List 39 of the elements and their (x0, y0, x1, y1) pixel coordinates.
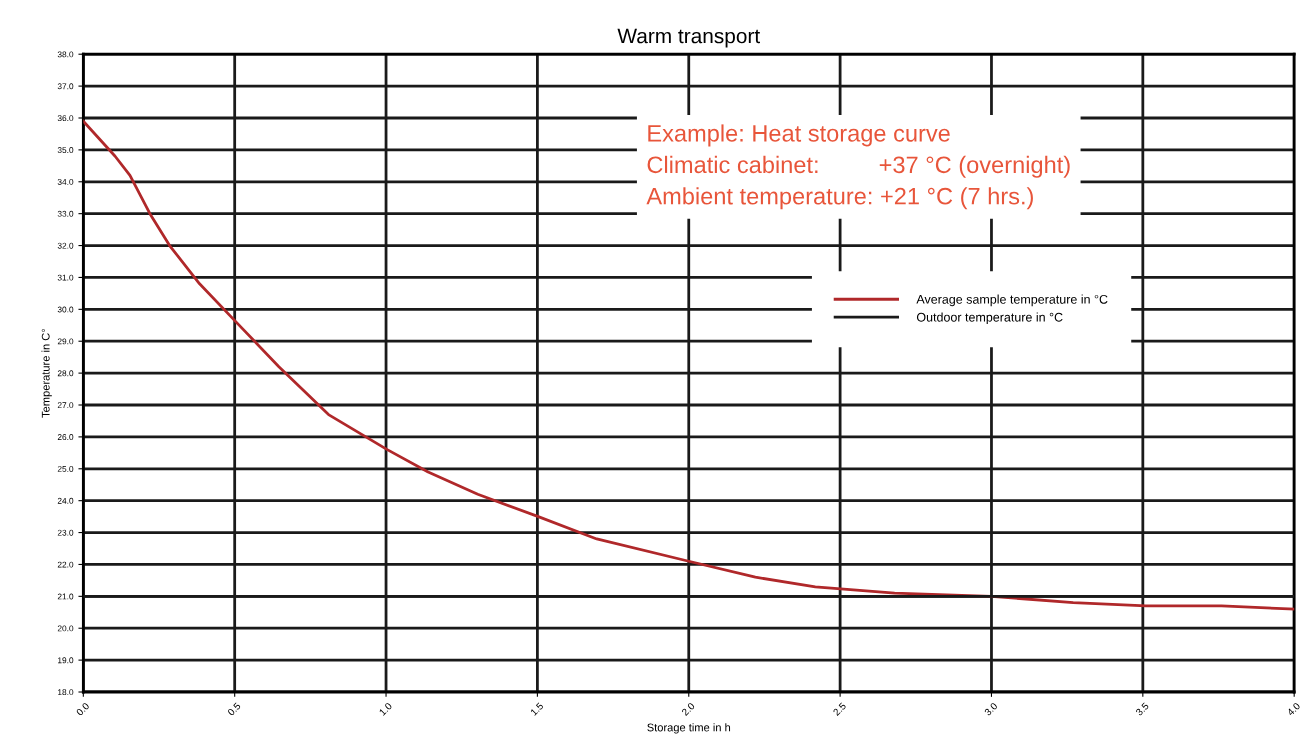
y-tick-label: 19.0 (58, 657, 74, 664)
x-tick-label: 2.0 (681, 702, 696, 716)
chart-title: Warm transport (617, 28, 760, 48)
y-tick-label: 25.0 (57, 465, 74, 472)
x-tick-label: 0.0 (75, 702, 90, 717)
y-tick-label: 38.0 (57, 51, 74, 58)
y-tick-label: 34.0 (57, 178, 74, 185)
y-tick-label: 27.0 (57, 402, 74, 409)
y-tick-label: 31.0 (57, 274, 74, 281)
annotation: Climatic cabinet: +37 °C (overnight) (647, 155, 1070, 178)
y-tick-label: 24.0 (57, 497, 74, 504)
y-tick-label: 18.0 (58, 689, 74, 696)
y-tick-label: 35.0 (57, 147, 74, 153)
x-tick-label: 1.0 (378, 702, 393, 716)
y-tick-label: 22.0 (57, 561, 74, 568)
y-tick-label: 29.0 (57, 338, 74, 345)
x-tick-label: 3.0 (983, 702, 998, 717)
x-tick-label: 4.0 (1286, 702, 1301, 717)
x-tick-label: 1.5 (530, 702, 544, 716)
y-tick-label: 20.0 (57, 625, 74, 632)
y-tick-label: 37.0 (57, 83, 74, 90)
legend-label: Outdoor temperature in °C (916, 312, 1063, 325)
y-tick-label: 28.0 (57, 370, 74, 377)
x-axis-title: Storage time in h (647, 723, 731, 734)
y-tick-label: 21.0 (57, 593, 74, 600)
line-series (83, 119, 1295, 611)
y-tick-label: 23.0 (57, 529, 74, 536)
y-tick-label: 33.0 (57, 210, 74, 217)
x-tick-label: 3.5 (1135, 702, 1150, 717)
y-axis-title: Temperature in C° (41, 328, 52, 418)
y-tick-label: 36.0 (57, 115, 74, 122)
y-tick-label: 32.0 (57, 242, 74, 249)
x-tick-label: 0.5 (227, 702, 242, 717)
annotation: Example: Heat storage curve (648, 124, 950, 147)
x-tick-label: 2.5 (832, 702, 847, 716)
legend-label: Average sample temperature in °C (916, 294, 1108, 307)
annotation: Ambient temperature: +21 °C (7 hrs.) (646, 187, 1033, 210)
y-tick-label: 30.0 (57, 306, 74, 313)
y-tick-label: 26.0 (57, 434, 74, 440)
